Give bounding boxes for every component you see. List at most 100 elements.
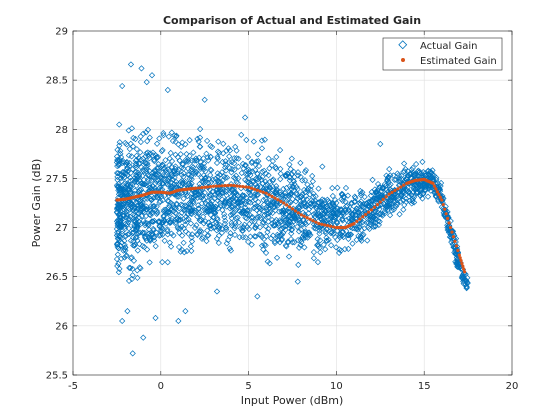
actual-gain-point bbox=[216, 171, 223, 178]
actual-gain-point bbox=[171, 191, 178, 198]
legend-estimated-label: Estimated Gain bbox=[420, 56, 497, 67]
actual-gain-point bbox=[368, 189, 375, 196]
actual-gain-point bbox=[396, 211, 403, 218]
actual-gain-point bbox=[114, 162, 121, 170]
actual-gain-point bbox=[417, 192, 424, 199]
actual-gain-point bbox=[153, 140, 161, 147]
chart-title: Comparison of Actual and Estimated Gain bbox=[163, 14, 421, 27]
actual-gain-point bbox=[220, 140, 227, 147]
actual-gain-point bbox=[271, 222, 278, 229]
actual-gain-point bbox=[210, 224, 217, 231]
actual-gain-point bbox=[368, 217, 375, 224]
actual-gain-point bbox=[307, 200, 315, 207]
estimated-gain-point bbox=[290, 207, 295, 211]
actual-gain-point bbox=[223, 192, 230, 199]
actual-gain-point bbox=[115, 245, 122, 252]
x-tick-label: 5 bbox=[245, 381, 251, 392]
actual-gain-point bbox=[404, 189, 412, 196]
actual-gain-point bbox=[210, 214, 217, 221]
actual-gain-point bbox=[128, 125, 135, 132]
estimated-gain-point bbox=[235, 184, 239, 188]
actual-gain-point bbox=[132, 162, 139, 169]
actual-gain-point bbox=[125, 225, 132, 232]
estimated-gain-point bbox=[390, 190, 394, 194]
estimated-gain-point bbox=[453, 239, 457, 243]
actual-gain-point bbox=[197, 159, 204, 166]
actual-gain-point bbox=[159, 161, 166, 168]
actual-gain-point bbox=[114, 262, 121, 270]
actual-gain-point bbox=[194, 213, 201, 220]
actual-gain-point bbox=[313, 205, 320, 212]
actual-gain-point bbox=[246, 189, 253, 196]
actual-gain-point bbox=[176, 229, 183, 236]
actual-gain-point bbox=[151, 156, 158, 163]
actual-gain-point bbox=[174, 224, 181, 231]
actual-gain-point bbox=[190, 195, 197, 202]
actual-gain-point bbox=[171, 168, 178, 175]
actual-gain-point bbox=[115, 220, 122, 227]
actual-gain-point bbox=[214, 153, 221, 161]
actual-gain-point bbox=[115, 224, 122, 231]
estimated-gain-point bbox=[217, 184, 221, 188]
actual-gain-point bbox=[242, 214, 249, 221]
actual-gain-point bbox=[201, 189, 208, 196]
estimated-gain-point bbox=[457, 253, 461, 257]
actual-gain-point bbox=[246, 168, 253, 175]
estimated-gain-point bbox=[214, 184, 219, 188]
actual-gain-point bbox=[262, 196, 270, 203]
actual-gain-point bbox=[269, 157, 276, 165]
actual-gain-point bbox=[113, 209, 121, 216]
actual-gain-point bbox=[121, 241, 128, 249]
actual-gain-point bbox=[232, 223, 239, 230]
actual-gain-point bbox=[174, 154, 181, 161]
actual-gain-point bbox=[295, 261, 302, 268]
actual-gain-point bbox=[132, 199, 139, 206]
estimated-gain-point bbox=[267, 193, 271, 197]
actual-gain-point bbox=[156, 135, 163, 142]
actual-gain-point bbox=[403, 198, 410, 205]
actual-gain-point bbox=[123, 212, 131, 220]
actual-gain-point bbox=[343, 208, 350, 215]
actual-gain-point bbox=[201, 204, 208, 211]
actual-gain-point bbox=[238, 169, 245, 177]
actual-gain-point bbox=[261, 211, 268, 219]
actual-gain-point bbox=[249, 177, 256, 185]
actual-gain-point bbox=[116, 142, 123, 149]
actual-gain-point bbox=[304, 234, 311, 241]
actual-gain-point bbox=[342, 206, 349, 213]
actual-gain-point bbox=[154, 171, 161, 178]
actual-gain-point bbox=[206, 222, 213, 229]
actual-gain-point bbox=[128, 153, 135, 160]
actual-gain-point bbox=[156, 232, 163, 239]
actual-gain-point bbox=[114, 240, 121, 247]
actual-gain-point bbox=[360, 217, 367, 224]
actual-gain-point bbox=[175, 243, 183, 251]
estimated-gain-point bbox=[438, 195, 442, 199]
actual-gain-point bbox=[415, 180, 422, 187]
actual-gain-point bbox=[280, 185, 287, 193]
actual-gain-point bbox=[188, 166, 195, 173]
actual-gain-point bbox=[377, 140, 384, 148]
actual-gain-point bbox=[231, 166, 238, 173]
actual-gain-point bbox=[254, 176, 262, 183]
actual-gain-point bbox=[152, 243, 159, 250]
actual-gain-point bbox=[376, 211, 383, 218]
actual-gain-point bbox=[116, 121, 123, 128]
actual-gain-point bbox=[116, 183, 123, 190]
actual-gain-point bbox=[222, 217, 229, 224]
actual-gain-point bbox=[357, 235, 364, 243]
actual-gain-point bbox=[273, 182, 280, 190]
actual-gain-point bbox=[232, 172, 240, 179]
actual-gain-point bbox=[357, 232, 364, 240]
actual-gain-point bbox=[129, 177, 136, 184]
actual-gain-point bbox=[255, 158, 262, 165]
actual-gain-point bbox=[339, 232, 346, 239]
actual-gain-point bbox=[135, 218, 142, 225]
actual-gain-point bbox=[200, 160, 208, 167]
actual-gain-point bbox=[295, 236, 302, 244]
actual-gain-point bbox=[167, 149, 174, 157]
actual-gain-point bbox=[280, 207, 287, 214]
actual-gain-point bbox=[426, 182, 433, 189]
actual-gain-point bbox=[328, 242, 335, 249]
actual-gain-point bbox=[272, 164, 279, 171]
